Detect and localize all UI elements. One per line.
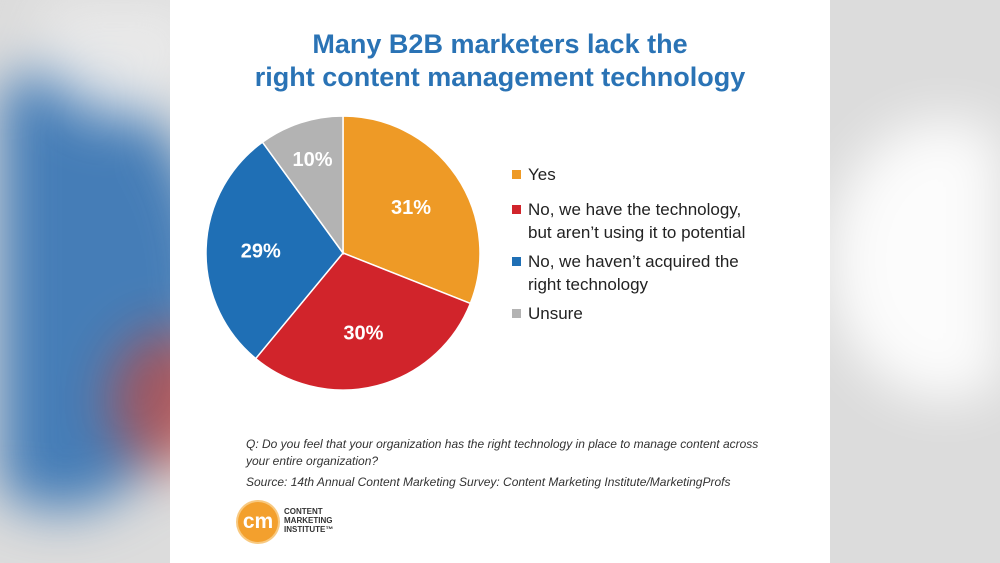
pie-slice xyxy=(205,141,344,360)
pie-slice xyxy=(261,115,344,256)
legend-label-line: Unsure xyxy=(528,304,583,323)
legend-label-line: No, we have the technology, xyxy=(528,200,742,219)
legend-label-line: No, we haven’t acquired the xyxy=(528,252,739,271)
slice-value-label: 30% xyxy=(343,323,383,345)
pie-slice xyxy=(342,115,481,305)
legend-label-line: but aren’t using it to potential xyxy=(528,223,746,242)
legend-label: No, we haven’t acquired the right techno… xyxy=(528,250,812,296)
logo-text: CONTENT MARKETING INSTITUTE™ xyxy=(284,507,333,534)
survey-question-line: Q: Do you feel that your organization ha… xyxy=(246,437,759,451)
chart-title: Many B2B marketers lack the right conten… xyxy=(170,28,830,94)
pie-slice xyxy=(254,252,472,391)
legend-label: Unsure xyxy=(528,302,812,325)
legend-swatch xyxy=(512,170,521,179)
logo-text-line: INSTITUTE™ xyxy=(284,525,334,534)
background-blob xyxy=(830,120,1000,400)
pie-chart: 31% 30% 29% 10% xyxy=(205,115,481,391)
survey-question-line: your entire organization? xyxy=(246,454,379,468)
legend-item-not-using: No, we have the technology, but aren’t u… xyxy=(512,198,812,244)
slice-value-label: 31% xyxy=(391,197,431,219)
source-note: Source: 14th Annual Content Marketing Su… xyxy=(246,475,731,489)
legend-label: No, we have the technology, but aren’t u… xyxy=(528,198,812,244)
legend-label-line: Yes xyxy=(528,165,556,184)
chart-title-line: right content management technology xyxy=(254,62,746,92)
infographic-card: Many B2B marketers lack the right conten… xyxy=(170,0,830,563)
survey-question: Q: Do you feel that your organization ha… xyxy=(246,436,786,470)
chart-title-line: Many B2B marketers lack the xyxy=(312,29,688,59)
legend-item-not-acquired: No, we haven’t acquired the right techno… xyxy=(512,250,812,296)
legend-item-unsure: Unsure xyxy=(512,302,812,325)
logo-mark: cm xyxy=(238,502,278,542)
logo-text-line: MARKETING xyxy=(284,516,333,525)
legend-swatch xyxy=(512,309,521,318)
legend-item-yes: Yes xyxy=(512,163,812,186)
slice-value-label: 10% xyxy=(292,149,332,171)
legend-label-line: right technology xyxy=(528,275,649,294)
cmi-logo: cm CONTENT MARKETING INSTITUTE™ xyxy=(238,500,388,544)
chart-legend: Yes No, we have the technology, but aren… xyxy=(512,163,812,337)
logo-text-line: CONTENT xyxy=(284,507,323,516)
slice-value-label: 29% xyxy=(241,240,281,262)
legend-label: Yes xyxy=(528,163,812,186)
legend-swatch xyxy=(512,257,521,266)
legend-swatch xyxy=(512,205,521,214)
